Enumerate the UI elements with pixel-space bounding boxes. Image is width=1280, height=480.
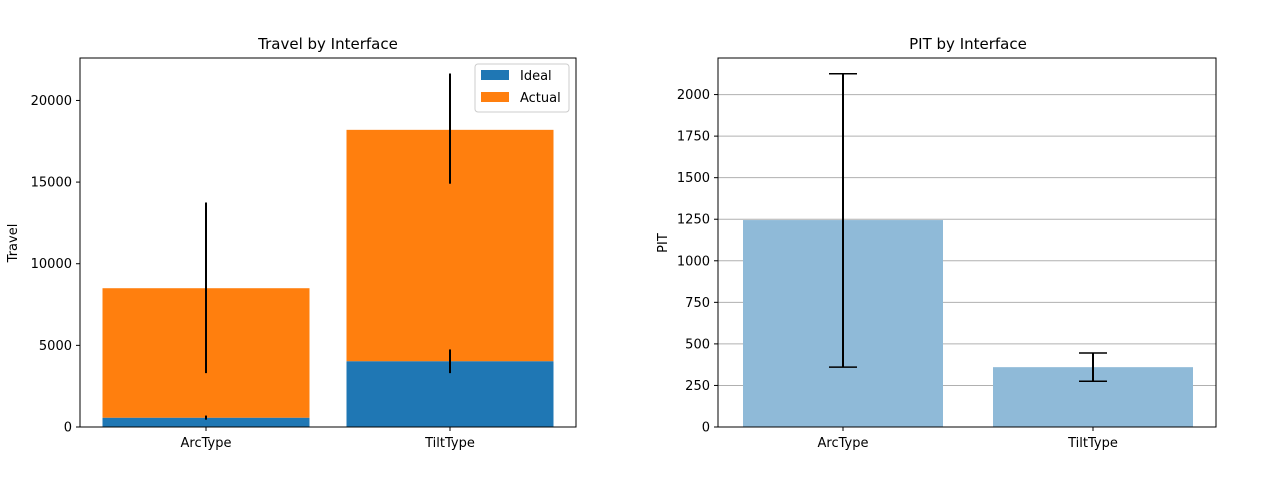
y-tick-label: 15000 bbox=[31, 176, 72, 191]
y-ticks: 0 5000 10000 15000 20000 bbox=[31, 94, 80, 436]
y-tick-label: 5000 bbox=[39, 339, 72, 354]
legend-swatch-ideal bbox=[481, 70, 509, 80]
x-tick-label: ArcType bbox=[181, 436, 232, 451]
x-tick-label: ArcType bbox=[818, 436, 869, 451]
legend-label-actual: Actual bbox=[520, 91, 561, 106]
legend-swatch-actual bbox=[481, 92, 509, 102]
x-tick-label: TiltType bbox=[1067, 436, 1118, 451]
y-tick-label: 2000 bbox=[677, 88, 710, 103]
y-tick-label: 500 bbox=[685, 337, 710, 352]
chart-title: PIT by Interface bbox=[909, 35, 1027, 53]
y-tick-label: 750 bbox=[685, 296, 710, 311]
legend-label-ideal: Ideal bbox=[520, 69, 552, 84]
y-axis-label: PIT bbox=[656, 233, 671, 253]
pit-chart: PIT by Interface PIT 0 250 500 750 1000 1250 1… bbox=[656, 35, 1217, 451]
bar-ideal-arctype bbox=[102, 417, 310, 427]
y-tick-label: 20000 bbox=[31, 94, 72, 109]
y-ticks: 0 250 500 750 1000 1250 1500 1750 2000 bbox=[677, 88, 718, 436]
y-tick-label: 0 bbox=[702, 421, 710, 436]
error-bars-layer bbox=[205, 73, 451, 420]
y-tick-label: 10000 bbox=[31, 257, 72, 272]
x-tick-label: TiltType bbox=[424, 436, 475, 451]
y-tick-label: 1000 bbox=[677, 254, 710, 269]
y-tick-label: 0 bbox=[64, 421, 72, 436]
chart-title: Travel by Interface bbox=[257, 35, 398, 53]
travel-chart: Travel by Interface Travel 0 5000 10000 150… bbox=[6, 35, 577, 451]
y-tick-label: 1500 bbox=[677, 171, 710, 186]
y-axis-label: Travel bbox=[6, 224, 21, 264]
legend: Ideal Actual bbox=[474, 63, 570, 113]
x-ticks: ArcType TiltType bbox=[818, 427, 1118, 451]
y-tick-label: 1250 bbox=[677, 213, 710, 228]
y-tick-label: 250 bbox=[685, 379, 710, 394]
x-ticks: ArcType TiltType bbox=[181, 427, 475, 451]
y-tick-label: 1750 bbox=[677, 130, 710, 145]
error-bars-layer bbox=[829, 73, 1107, 383]
plot-frame bbox=[79, 57, 577, 428]
plot-frame bbox=[717, 57, 1217, 428]
